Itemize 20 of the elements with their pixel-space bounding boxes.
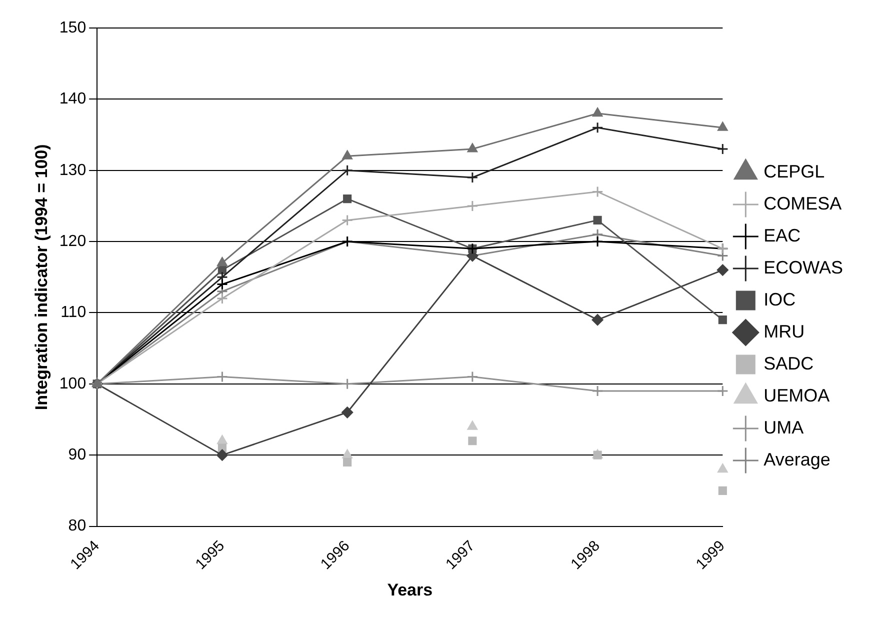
y-tick-label: 100 bbox=[59, 375, 86, 392]
legend-label: CEPGL bbox=[764, 161, 825, 182]
y-axis-title: Integration indicator (1994 = 100) bbox=[32, 144, 51, 410]
y-tick-label: 90 bbox=[68, 446, 86, 464]
legend-label: Average bbox=[764, 449, 830, 470]
x-axis-title: Years bbox=[387, 580, 433, 600]
legend-label: UEMOA bbox=[764, 385, 830, 406]
legend-label: IOC bbox=[764, 289, 796, 310]
y-tick-label: 140 bbox=[59, 90, 86, 108]
y-tick-label: 80 bbox=[68, 518, 86, 535]
legend-label: ECOWAS bbox=[764, 257, 844, 278]
y-tick-label: 120 bbox=[59, 232, 86, 250]
legend-label: SADC bbox=[764, 353, 814, 374]
legend-label: COMESA bbox=[764, 193, 842, 214]
legend-label: MRU bbox=[764, 321, 805, 342]
y-tick-label: 130 bbox=[59, 162, 86, 179]
y-tick-label: 110 bbox=[60, 304, 86, 322]
legend-label: UMA bbox=[764, 417, 804, 438]
y-tick-label: 150 bbox=[59, 19, 86, 36]
legend-label: EAC bbox=[764, 225, 801, 246]
